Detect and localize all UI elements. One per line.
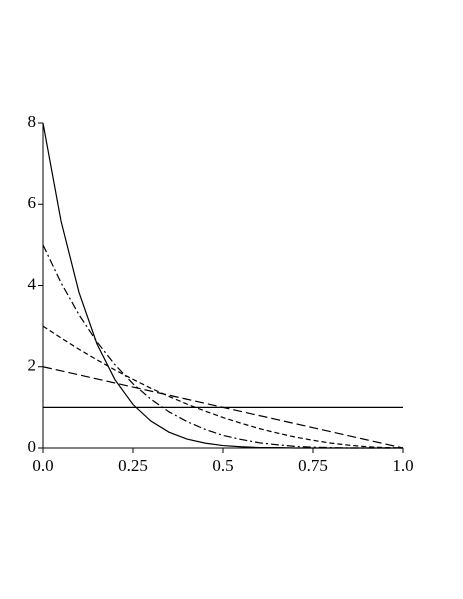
x-tick-label: 0.0 (32, 456, 53, 475)
y-tick-label: 0 (28, 437, 37, 456)
series-line (42, 366, 404, 449)
plot-area: 0 2 4 6 8 0.0 0.25 0.5 0.75 1.0 (28, 112, 414, 475)
x-tick-label: 0.25 (118, 456, 148, 475)
y-tick-label: 6 (28, 193, 37, 212)
y-tick-label: 8 (28, 112, 37, 131)
x-tick-label: 0.75 (298, 456, 328, 475)
x-tick-label: 1.0 (392, 456, 413, 475)
x-tick-label: 0.5 (212, 456, 233, 475)
series-line (42, 122, 403, 449)
series-line (42, 325, 404, 449)
y-tick-label: 2 (28, 356, 37, 375)
y-tick-label: 4 (28, 274, 37, 293)
